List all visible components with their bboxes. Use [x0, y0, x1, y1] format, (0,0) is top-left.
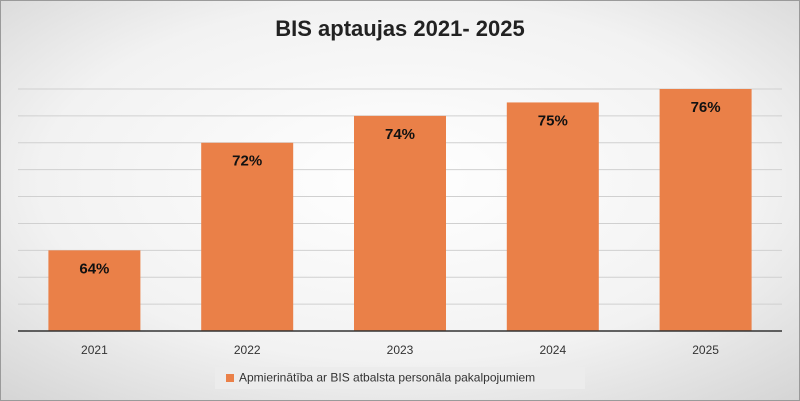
legend-box: [215, 367, 585, 389]
bar: [48, 250, 141, 331]
data-label: 72%: [232, 153, 262, 170]
legend-label: Apmierinātība ar BIS atbalsta personāla …: [239, 371, 535, 385]
x-tick-label: 2024: [539, 343, 566, 357]
chart-title: BIS aptaujas 2021- 2025: [275, 16, 524, 41]
bar: [659, 89, 752, 331]
bar: [354, 115, 446, 331]
x-tick-label: 2022: [234, 343, 261, 357]
data-label: 75%: [538, 112, 568, 129]
legend-swatch: [226, 374, 234, 382]
data-label: 64%: [79, 260, 109, 277]
x-tick-label: 2025: [692, 343, 719, 357]
bar: [506, 102, 599, 331]
data-label: 74%: [385, 126, 415, 143]
data-label: 76%: [691, 99, 721, 116]
x-tick-label: 2021: [81, 343, 108, 357]
x-tick-label: 2023: [387, 343, 414, 357]
bar: [201, 142, 294, 331]
